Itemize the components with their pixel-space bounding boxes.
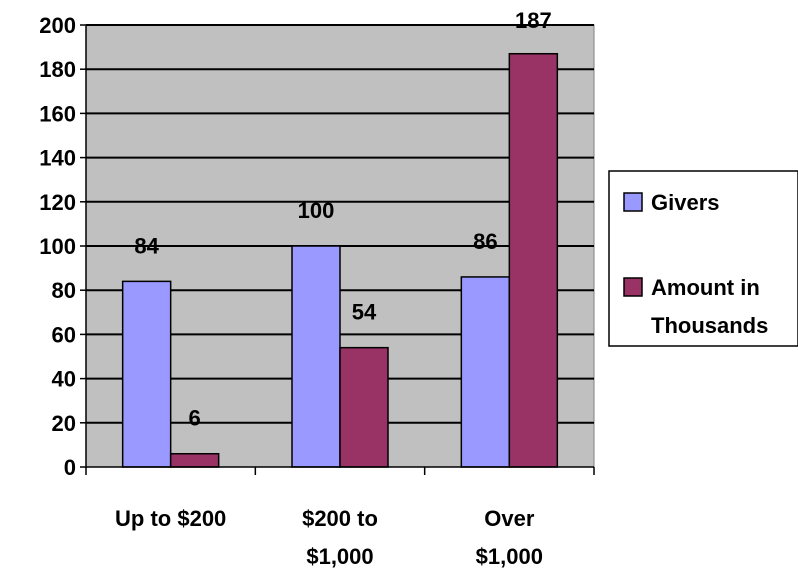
legend-label-1-0: Amount in: [651, 275, 760, 300]
data-label-1-1: 54: [352, 300, 377, 325]
y-tick-label-200: 200: [39, 13, 76, 38]
y-tick-label-0: 0: [64, 455, 76, 480]
legend: Givers Amount in Thousands: [608, 170, 798, 347]
y-tick-label-120: 120: [39, 190, 76, 215]
legend-swatch-1: [623, 277, 643, 297]
y-tick-label-140: 140: [39, 146, 76, 171]
y-tick-label-60: 60: [52, 322, 76, 347]
bar-amount-in-thousands-1: [339, 346, 389, 468]
data-label-0-1: 100: [298, 198, 335, 223]
legend-label-0-0: Givers: [651, 190, 720, 215]
data-label-1-0: 6: [189, 406, 201, 431]
data-labels: 84 6 100 54 86 187: [134, 8, 551, 431]
y-tick-label-180: 180: [39, 57, 76, 82]
category-label-2-1: $1,000: [476, 544, 543, 569]
bar-givers-0: [121, 280, 172, 468]
y-tick-label-20: 20: [52, 411, 76, 436]
bar-amount-in-thousands-2: [508, 52, 559, 468]
bar-amount-in-thousands-0: [169, 452, 220, 468]
data-label-0-2: 86: [473, 229, 497, 254]
legend-label-1-1: Thousands: [651, 313, 768, 338]
y-tick-label-160: 160: [39, 101, 76, 126]
y-tick-label-100: 100: [39, 234, 76, 259]
y-tick-label-80: 80: [52, 278, 76, 303]
category-label-0-0: Up to $200: [115, 506, 226, 531]
data-label-0-0: 84: [134, 233, 159, 258]
bar-givers-2: [460, 276, 511, 468]
bar-givers-1: [291, 245, 341, 468]
category-label-1-1: $1,000: [306, 544, 373, 569]
category-label-1-0: $200 to: [302, 506, 378, 531]
category-label-2-0: Over: [484, 506, 535, 531]
axes: 0 20 40 60 80 100 120 140 160 180 200 Up to $200 $20…: [39, 13, 595, 569]
y-tick-label-40: 40: [52, 367, 76, 392]
data-label-1-2: 187: [515, 8, 552, 33]
legend-swatch-0: [623, 192, 643, 212]
